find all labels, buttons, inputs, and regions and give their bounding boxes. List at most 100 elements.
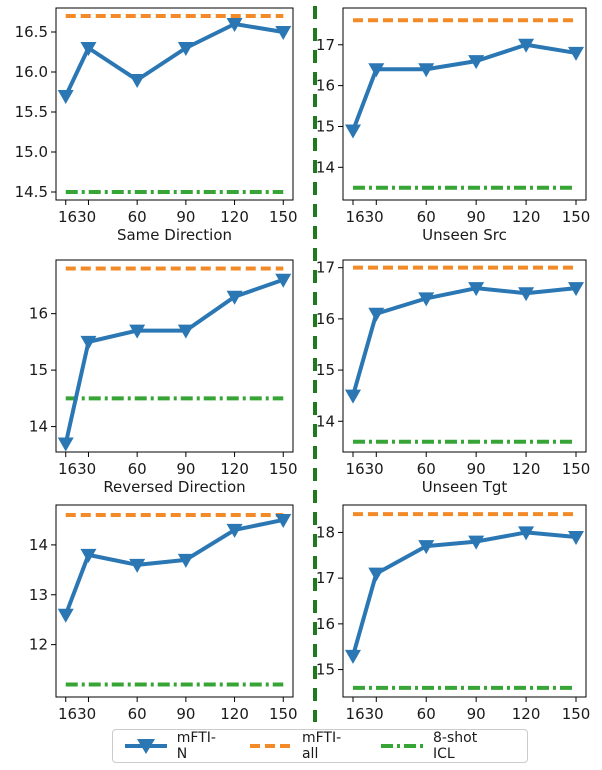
y-tick-label: 16 [316,77,335,95]
x-tick-label: 90 [176,705,195,723]
mfti-n-point [226,290,243,305]
y-tick-label: 16 [316,615,335,633]
x-tick-label: 1630 [58,208,96,226]
x-tick-label: 1630 [346,705,384,723]
mfti-n-point [275,513,292,528]
x-tick-label: 90 [467,705,486,723]
y-tick-label: 16 [29,305,48,323]
mfti-n-line [351,530,577,657]
y-tick-label: 16.5 [15,23,48,41]
mfti-n-line [351,42,577,132]
x-tick-label: 90 [467,460,486,478]
plot-frame [342,7,587,201]
subplot-1: 14.5 15.0 15.5 16.0 16.5 1630 60 90 120 150 Same D… [15,7,298,244]
x-tick-label: 120 [512,460,541,478]
legend-label-icl: 8-shot ICL [433,730,478,762]
x-tick-label: 150 [562,705,591,723]
mfti-n-point [344,649,361,664]
x-tick-label: 90 [467,208,486,226]
mfti-n-point [368,567,385,582]
x-tick-label: 1630 [58,705,96,723]
x-axis-label: Unseen Src [422,226,507,244]
x-tick-label: 120 [220,705,249,723]
y-tick-label: 15 [316,661,335,679]
subplot-5: 12 13 14 1630 60 90 120 150 Unseen Direction [29,504,298,725]
y-tick-label: 15 [316,361,335,379]
x-axis-label: Unseen Both Sides [394,723,535,725]
subplot-3: 14 15 16 1630 60 90 120 150 Reversed Direction [29,259,298,496]
x-tick-label: 60 [417,705,436,723]
mfti-n-line [63,518,284,616]
mfti-n-point [568,46,585,61]
x-axis-label: Same Direction [117,226,232,244]
mfti-n-point [468,535,485,550]
y-tick-label: 17 [316,259,335,277]
figure: 14.5 15.0 15.5 16.0 16.5 1630 60 90 120 150 Same D… [15,6,591,725]
x-tick-label: 60 [417,208,436,226]
mfti-n-point [468,282,485,297]
mfti-n-line [351,286,577,397]
x-tick-label: 120 [220,460,249,478]
legend-swatch-icl [381,744,424,748]
x-tick-label: 90 [176,460,195,478]
x-tick-label: 1630 [346,208,384,226]
x-tick-label: 150 [269,705,298,723]
y-tick-label: 18 [316,523,335,541]
x-tick-label: 60 [128,705,147,723]
mfti-n-point [518,38,535,53]
plot-frame [342,259,587,453]
x-tick-label: 120 [512,208,541,226]
mfti-n-point [368,63,385,78]
x-tick-label: 150 [562,460,591,478]
mfti-n-point [275,26,292,40]
mfti-n-point [57,437,74,452]
y-tick-label: 12 [29,636,48,654]
mfti-n-point [226,523,243,538]
mfti-n-point [80,335,97,350]
mfti-n-line [63,277,284,444]
mfti-n-point [129,324,146,339]
y-tick-label: 14 [29,418,48,436]
legend-label-mfti-n: mFTI-N [176,730,216,762]
mfti-n-point [57,608,74,623]
x-tick-label: 1630 [58,460,96,478]
x-tick-label: 60 [128,208,147,226]
plot-frame [342,504,587,698]
mfti-n-point [368,307,385,322]
plot-frame [55,504,294,698]
x-tick-label: 60 [417,460,436,478]
subplot-4: 14 15 16 17 1630 60 90 120 150 Unseen Tgt [316,259,590,496]
mfti-n-point [418,540,435,555]
legend-swatch-mfti-all [250,744,293,748]
y-tick-label: 15.0 [15,143,48,161]
mfti-n-point [518,287,535,302]
mfti-n-point [344,124,361,139]
mfti-n-point [468,55,485,70]
legend-item-mfti-n: mFTI-N [123,730,226,762]
mfti-n-point [80,42,97,56]
plot-frame [55,259,294,453]
x-tick-label: 1630 [346,460,384,478]
mfti-n-point [177,553,194,568]
y-tick-label: 14 [29,536,48,554]
y-tick-label: 14 [316,158,335,176]
y-tick-label: 17 [316,569,335,587]
mfti-n-point [344,389,361,404]
mfti-n-point [275,273,292,288]
mfti-n-point [80,548,97,563]
y-tick-label: 14 [316,412,335,430]
x-tick-label: 150 [562,208,591,226]
x-tick-label: 60 [128,460,147,478]
x-axis-label: Reversed Direction [103,478,245,496]
mfti-n-point [226,18,243,32]
subplot-6: 15 16 17 18 1630 60 90 120 150 Unseen Both Sides [316,504,591,725]
mfti-n-point [129,74,146,88]
mfti-n-point [57,90,74,104]
y-tick-label: 14.5 [15,183,48,201]
x-tick-label: 150 [269,460,298,478]
x-axis-label: Unseen Direction [110,723,239,725]
x-tick-label: 120 [512,705,541,723]
y-tick-label: 13 [29,586,48,604]
legend: mFTI-N mFTI-all 8-shot ICL [112,729,528,763]
mfti-n-point [418,63,435,78]
